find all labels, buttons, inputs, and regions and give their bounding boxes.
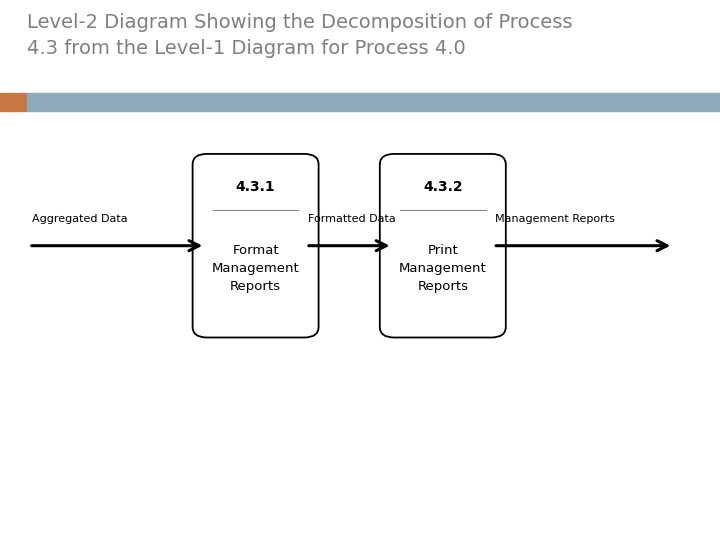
Text: Aggregated Data: Aggregated Data xyxy=(32,214,128,224)
FancyBboxPatch shape xyxy=(380,154,505,338)
Text: 4.3.2: 4.3.2 xyxy=(423,180,463,194)
Text: Format
Management
Reports: Format Management Reports xyxy=(212,244,300,293)
Text: Management Reports: Management Reports xyxy=(495,214,615,224)
FancyBboxPatch shape xyxy=(192,154,319,338)
Text: Level-2 Diagram Showing the Decomposition of Process
4.3 from the Level-1 Diagra: Level-2 Diagram Showing the Decompositio… xyxy=(27,14,573,57)
Text: Print
Management
Reports: Print Management Reports xyxy=(399,244,487,293)
Bar xyxy=(0,93,27,111)
Text: Formatted Data: Formatted Data xyxy=(308,214,396,224)
Text: 4.3.1: 4.3.1 xyxy=(235,180,276,194)
Bar xyxy=(27,93,720,111)
